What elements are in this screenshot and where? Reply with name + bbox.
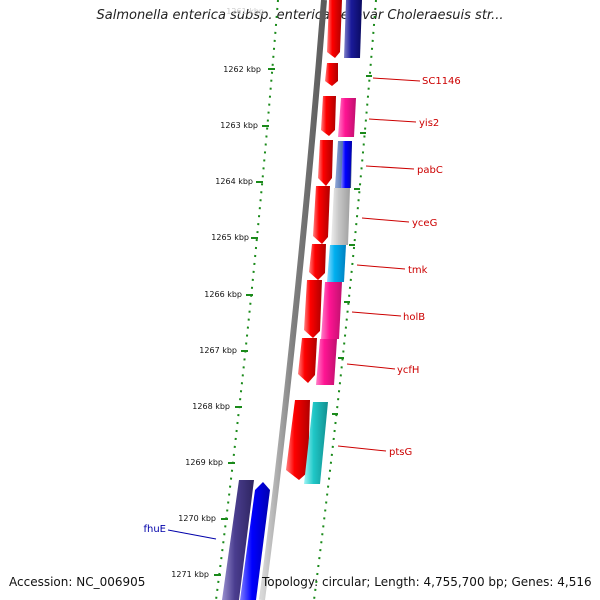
tick-label: 1263 kbp bbox=[220, 121, 258, 130]
gene-arrow[interactable] bbox=[286, 400, 310, 480]
outer-ruler-ticks bbox=[332, 75, 372, 415]
gene-label-yceg[interactable]: yceG bbox=[412, 218, 437, 229]
tick-label: 1267 kbp bbox=[199, 346, 237, 355]
gene-arrow[interactable] bbox=[313, 186, 330, 244]
accession-text: Accession: NC_006905 bbox=[9, 575, 146, 589]
gene-label-fhue[interactable]: fhuE bbox=[143, 524, 166, 535]
gene-label-holb[interactable]: holB bbox=[403, 312, 425, 323]
summary-text: Topology: circular; Length: 4,755,700 bp… bbox=[262, 575, 592, 589]
gene-block[interactable] bbox=[222, 480, 254, 600]
forward-strand-genes bbox=[286, 0, 342, 480]
outer-ruler-dotted-arc bbox=[313, 0, 377, 600]
gene-label-sc1146[interactable]: SC1146 bbox=[422, 76, 461, 87]
gene-block[interactable] bbox=[327, 245, 346, 282]
gene-arrow[interactable] bbox=[325, 63, 338, 86]
tick-label: 1265 kbp bbox=[211, 233, 249, 242]
gene-label-yis2[interactable]: yis2 bbox=[419, 118, 439, 129]
gene-block[interactable] bbox=[316, 339, 337, 385]
tick-label: 1271 kbp bbox=[171, 570, 209, 579]
function-blocks bbox=[304, 0, 362, 484]
gene-label-pabc[interactable]: pabC bbox=[417, 165, 443, 176]
backbone-arc bbox=[259, 0, 327, 600]
tick-label: 1270 kbp bbox=[178, 514, 216, 523]
tick-label: 1266 kbp bbox=[204, 290, 242, 299]
tick-label-faded: 1261 kbp bbox=[226, 7, 264, 16]
gene-arrow[interactable] bbox=[318, 140, 333, 186]
gene-arrow[interactable] bbox=[309, 244, 326, 280]
gene-block[interactable] bbox=[341, 141, 352, 188]
kbp-ticks bbox=[214, 68, 275, 576]
label-leaders bbox=[167, 77, 421, 540]
gene-arrow[interactable] bbox=[298, 338, 317, 383]
gene-block[interactable] bbox=[331, 188, 350, 245]
gene-block[interactable] bbox=[344, 0, 362, 58]
gene-label-ycfh[interactable]: ycfH bbox=[397, 365, 419, 376]
gene-arrow[interactable] bbox=[304, 280, 322, 338]
gene-arrow[interactable] bbox=[321, 96, 336, 136]
gene-block[interactable] bbox=[304, 402, 328, 484]
gene-label-tmk[interactable]: tmk bbox=[408, 265, 428, 276]
gene-block[interactable] bbox=[338, 98, 356, 137]
gene-arrow[interactable] bbox=[327, 0, 342, 58]
tick-label: 1264 kbp bbox=[215, 177, 253, 186]
tick-label: 1262 kbp bbox=[223, 65, 261, 74]
gene-label-ptsg[interactable]: ptsG bbox=[389, 447, 412, 458]
tick-label: 1268 kbp bbox=[192, 402, 230, 411]
gene-block[interactable] bbox=[321, 282, 342, 339]
tick-label: 1269 kbp bbox=[185, 458, 223, 467]
map-title: Salmonella enterica subsp. enterica sero… bbox=[96, 8, 504, 23]
gene-arrow[interactable] bbox=[240, 482, 270, 600]
